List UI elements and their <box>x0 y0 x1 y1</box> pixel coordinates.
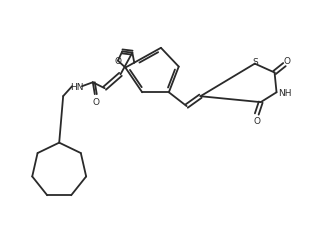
Text: S: S <box>252 58 258 67</box>
Text: NH: NH <box>278 88 291 97</box>
Text: O: O <box>253 117 260 126</box>
Text: HN: HN <box>70 82 84 91</box>
Text: O: O <box>114 57 122 66</box>
Text: O: O <box>92 97 99 106</box>
Text: O: O <box>284 57 291 66</box>
